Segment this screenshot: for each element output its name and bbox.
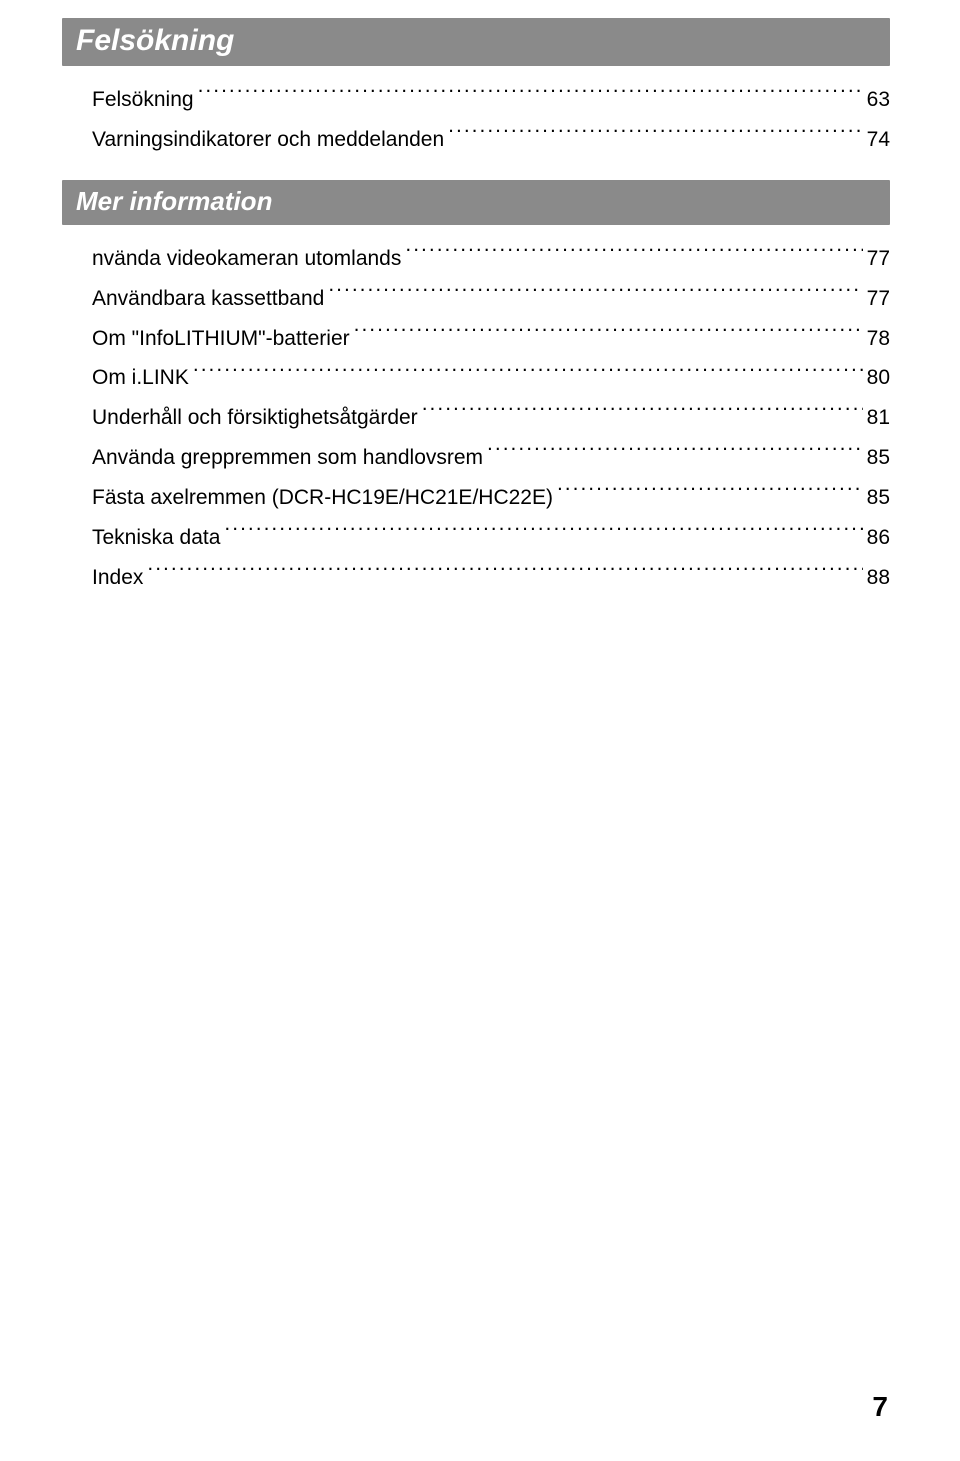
toc-dots bbox=[557, 481, 863, 504]
toc-label: nvända videokameran utomlands bbox=[92, 239, 401, 279]
toc-dots bbox=[224, 521, 862, 544]
toc-dots bbox=[448, 123, 862, 146]
toc-page: 86 bbox=[867, 518, 890, 558]
toc-row: Index 88 bbox=[92, 558, 890, 598]
toc-label: Tekniska data bbox=[92, 518, 220, 558]
section-header-felsokning: Felsökning bbox=[62, 18, 890, 66]
toc-label: Om i.LINK bbox=[92, 358, 189, 398]
toc-label: Fästa axelremmen (DCR-HC19E/HC21E/HC22E) bbox=[92, 478, 553, 518]
toc-dots bbox=[198, 83, 863, 106]
toc-dots bbox=[354, 321, 863, 344]
toc-label: Användbara kassettband bbox=[92, 279, 324, 319]
toc-page: 78 bbox=[867, 319, 890, 359]
toc-page: 63 bbox=[867, 80, 890, 120]
section-title: Felsökning bbox=[76, 24, 234, 57]
page-number: 7 bbox=[872, 1391, 888, 1423]
toc-page: 77 bbox=[867, 239, 890, 279]
toc-dots bbox=[193, 361, 863, 384]
toc-row: Felsökning 63 bbox=[92, 80, 890, 120]
toc-row: Om i.LINK 80 bbox=[92, 358, 890, 398]
toc-page: 74 bbox=[867, 120, 890, 160]
toc-label: Felsökning bbox=[92, 80, 194, 120]
toc-row: Använda greppremmen som handlovsrem 85 bbox=[92, 438, 890, 478]
toc-row: Tekniska data 86 bbox=[92, 518, 890, 558]
toc-dots bbox=[422, 401, 863, 424]
toc-label: Använda greppremmen som handlovsrem bbox=[92, 438, 483, 478]
toc-block-mer-information: nvända videokameran utomlands 77 Användb… bbox=[92, 239, 890, 598]
toc-label: Underhåll och försiktighetsåtgärder bbox=[92, 398, 418, 438]
toc-row: nvända videokameran utomlands 77 bbox=[92, 239, 890, 279]
toc-page: 85 bbox=[867, 478, 890, 518]
toc-dots bbox=[405, 242, 862, 265]
toc-page: 77 bbox=[867, 279, 890, 319]
section-title: Mer information bbox=[76, 186, 272, 216]
toc-page: 85 bbox=[867, 438, 890, 478]
toc-dots bbox=[147, 561, 862, 584]
toc-row: Om "InfoLITHIUM"-batterier 78 bbox=[92, 319, 890, 359]
section-header-mer-information: Mer information bbox=[62, 180, 890, 225]
toc-label: Om "InfoLITHIUM"-batterier bbox=[92, 319, 350, 359]
toc-row: Varningsindikatorer och meddelanden 74 bbox=[92, 120, 890, 160]
toc-dots bbox=[487, 441, 863, 464]
document-page: Felsökning Felsökning 63 Varningsindikat… bbox=[0, 0, 960, 1461]
toc-label: Index bbox=[92, 558, 143, 598]
toc-row: Fästa axelremmen (DCR-HC19E/HC21E/HC22E)… bbox=[92, 478, 890, 518]
toc-dots bbox=[328, 282, 862, 305]
toc-page: 80 bbox=[867, 358, 890, 398]
toc-row: Underhåll och försiktighetsåtgärder 81 bbox=[92, 398, 890, 438]
toc-page: 88 bbox=[867, 558, 890, 598]
toc-page: 81 bbox=[867, 398, 890, 438]
toc-row: Användbara kassettband 77 bbox=[92, 279, 890, 319]
toc-label: Varningsindikatorer och meddelanden bbox=[92, 120, 444, 160]
toc-block-felsokning: Felsökning 63 Varningsindikatorer och me… bbox=[92, 80, 890, 160]
